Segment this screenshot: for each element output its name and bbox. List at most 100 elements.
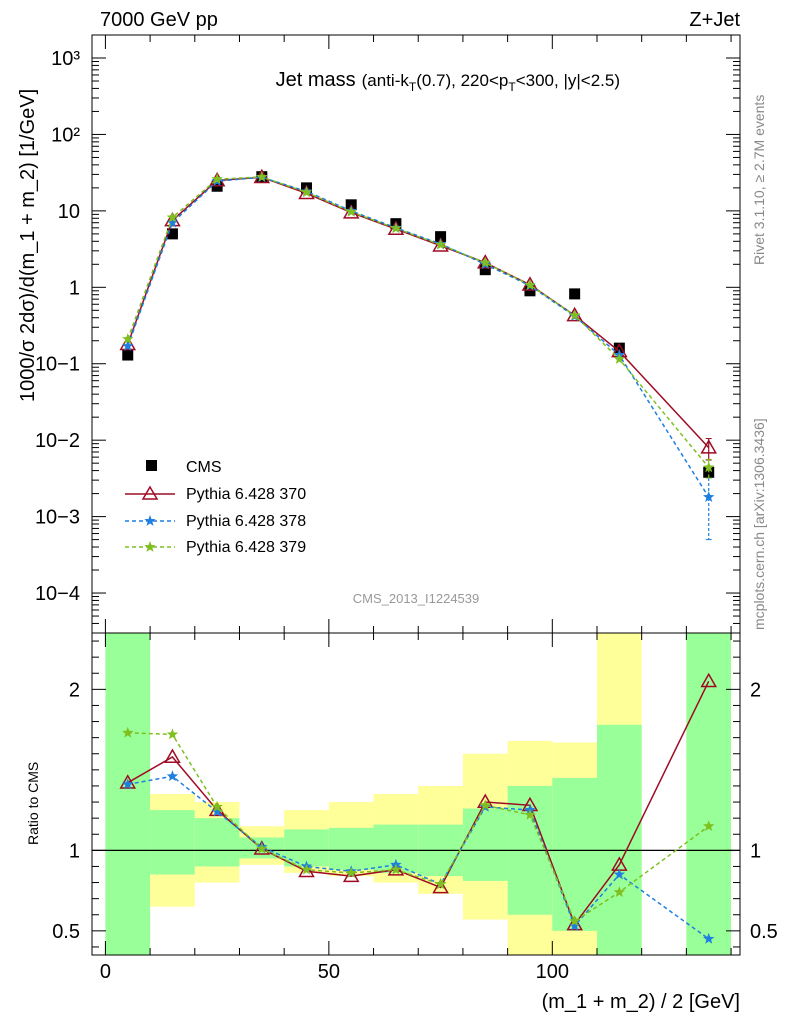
main-y-tick-label: 1 (69, 277, 80, 299)
marker-p379 (613, 353, 626, 364)
title-detail-mid: (0.7), 220<p (416, 71, 508, 90)
marker-p370 (432, 237, 449, 252)
ratio-axes: 0 50 100 0.5 0.5 1 1 2 2 (52, 633, 778, 983)
marker-p379 (479, 256, 491, 268)
marker-p379 (434, 238, 447, 250)
ratio-marker-p370 (432, 878, 449, 894)
x-tick-label: 0 (100, 961, 111, 983)
marker-p379 (345, 205, 357, 217)
ratio-series (119, 672, 718, 944)
marker-p370 (700, 439, 718, 454)
marker-p379 (256, 170, 268, 182)
header-right: Z+Jet (689, 9, 740, 31)
cms-point (435, 231, 447, 243)
ratio-plot-frame (91, 632, 741, 956)
marker-p379 (166, 211, 179, 223)
marker-p378 (703, 491, 715, 502)
ratio-uncertainty-bands (105, 633, 732, 955)
cms-point (613, 342, 625, 354)
main-y-tick-label: 10² (51, 124, 80, 146)
main-y-axis-label: 1000/σ 2dσ)/d(m_1 + m_2) [1/GeV] (17, 89, 39, 402)
legend-label-cms: CMS (186, 459, 222, 476)
ratio-marker-p379 (524, 808, 536, 820)
marker-p370 (119, 335, 137, 351)
ratio-marker-p370 (566, 915, 583, 931)
title-detail-sub1: T (409, 80, 417, 94)
legend-entry-379: Pythia 6.428 379 (125, 539, 306, 556)
main-series (119, 168, 718, 541)
marker-p379 (211, 173, 223, 185)
ratio-y-tick-label-left: 2 (69, 679, 80, 701)
x-tick-label: 50 (318, 961, 340, 983)
marker-p379 (703, 461, 715, 473)
ratio-marker-p379 (703, 820, 715, 832)
title-detail-sub2: T (508, 80, 516, 94)
line-p379 (127, 176, 710, 468)
ratio-marker-p379 (211, 800, 223, 812)
legend-label-378: Pythia 6.428 378 (186, 513, 306, 530)
legend-label-379: Pythia 6.428 379 (186, 539, 306, 556)
marker-p379 (300, 186, 313, 198)
cms-point (122, 349, 134, 361)
ratio-marker-p378 (703, 932, 715, 944)
ratio-marker-p379 (479, 799, 491, 811)
ratio-y-tick-label-right: 1 (750, 840, 761, 862)
band-green-5 (328, 827, 374, 870)
band-green-8 (462, 808, 508, 881)
ratio-marker-p378 (613, 868, 626, 880)
line-p370 (127, 176, 710, 449)
marker-p378 (122, 340, 134, 351)
ratio-marker-p379 (613, 886, 626, 898)
legend-entry-370: Pythia 6.428 370 (125, 485, 306, 503)
ratio-marker-p379 (568, 915, 581, 927)
ratio-marker-p370 (700, 672, 718, 688)
legend-entry-cms: CMS (146, 459, 222, 476)
main-y-tick-label: 10−3 (35, 507, 80, 529)
ratio-y-tick-label-left: 1 (69, 840, 80, 862)
analysis-id: CMS_2013_I1224539 (353, 591, 480, 606)
ratio-marker-p370 (119, 774, 137, 789)
title-detail-pre: (anti-k (362, 71, 410, 90)
main-y-tick-label: 10−2 (35, 430, 80, 452)
ratio-marker-p379 (256, 842, 268, 854)
ratio-y-tick-label-left: 0.5 (52, 921, 80, 943)
ratio-y-tick-label-right: 2 (750, 679, 761, 701)
x-tick-label: 100 (536, 961, 569, 983)
ratio-marker-p379 (122, 726, 134, 738)
main-axes: 10−4 10−3 10−2 10−1 1 10 10² 10³ (35, 34, 740, 634)
cms-point (524, 285, 536, 297)
rivet-info: Rivet 3.1.10, ≥ 2.7M events (751, 95, 767, 265)
legend-marker-378 (144, 515, 156, 526)
band-green-10 (552, 777, 597, 931)
main-y-tick-label: 10³ (51, 48, 80, 70)
ratio-marker-p379 (434, 878, 447, 890)
main-y-tick-label: 10−1 (35, 354, 80, 376)
marker-p378 (166, 216, 179, 228)
legend-marker-370 (141, 485, 159, 500)
ratio-y-axis-label: Ratio to CMS (25, 762, 41, 845)
ratio-y-tick-label-right: 0.5 (750, 921, 778, 943)
main-y-tick-label: 10 (58, 201, 80, 223)
title-detail-post: <300, |y|<2.5) (516, 71, 620, 90)
marker-p379 (568, 309, 581, 321)
band-green-11 (596, 724, 642, 955)
band-green-0 (105, 633, 151, 955)
plot-title: Jet mass (anti-kT(0.7), 220<pT<300, |y|<2… (276, 69, 620, 94)
ratio-marker-p378 (211, 805, 223, 817)
ratio-marker-p378 (568, 920, 581, 931)
ratio-marker-p379 (345, 866, 357, 878)
legend-marker-cms (146, 460, 157, 471)
legend-entry-378: Pythia 6.428 378 (125, 513, 306, 530)
legend-label-370: Pythia 6.428 370 (186, 486, 306, 503)
cms-point (166, 228, 178, 240)
mcplots-info: mcplots.cern.ch [arXiv:1306.3436] (751, 418, 767, 630)
cms-point (569, 288, 581, 300)
title-main: Jet mass (276, 69, 356, 91)
ratio-marker-p370 (342, 867, 360, 883)
ratio-marker-p378 (122, 778, 134, 790)
legend-marker-379 (144, 541, 156, 552)
ratio-marker-p379 (166, 728, 179, 740)
marker-p379 (122, 333, 134, 344)
legend: CMS Pythia 6.428 370 Pythia 6.428 378 Py… (125, 459, 306, 556)
